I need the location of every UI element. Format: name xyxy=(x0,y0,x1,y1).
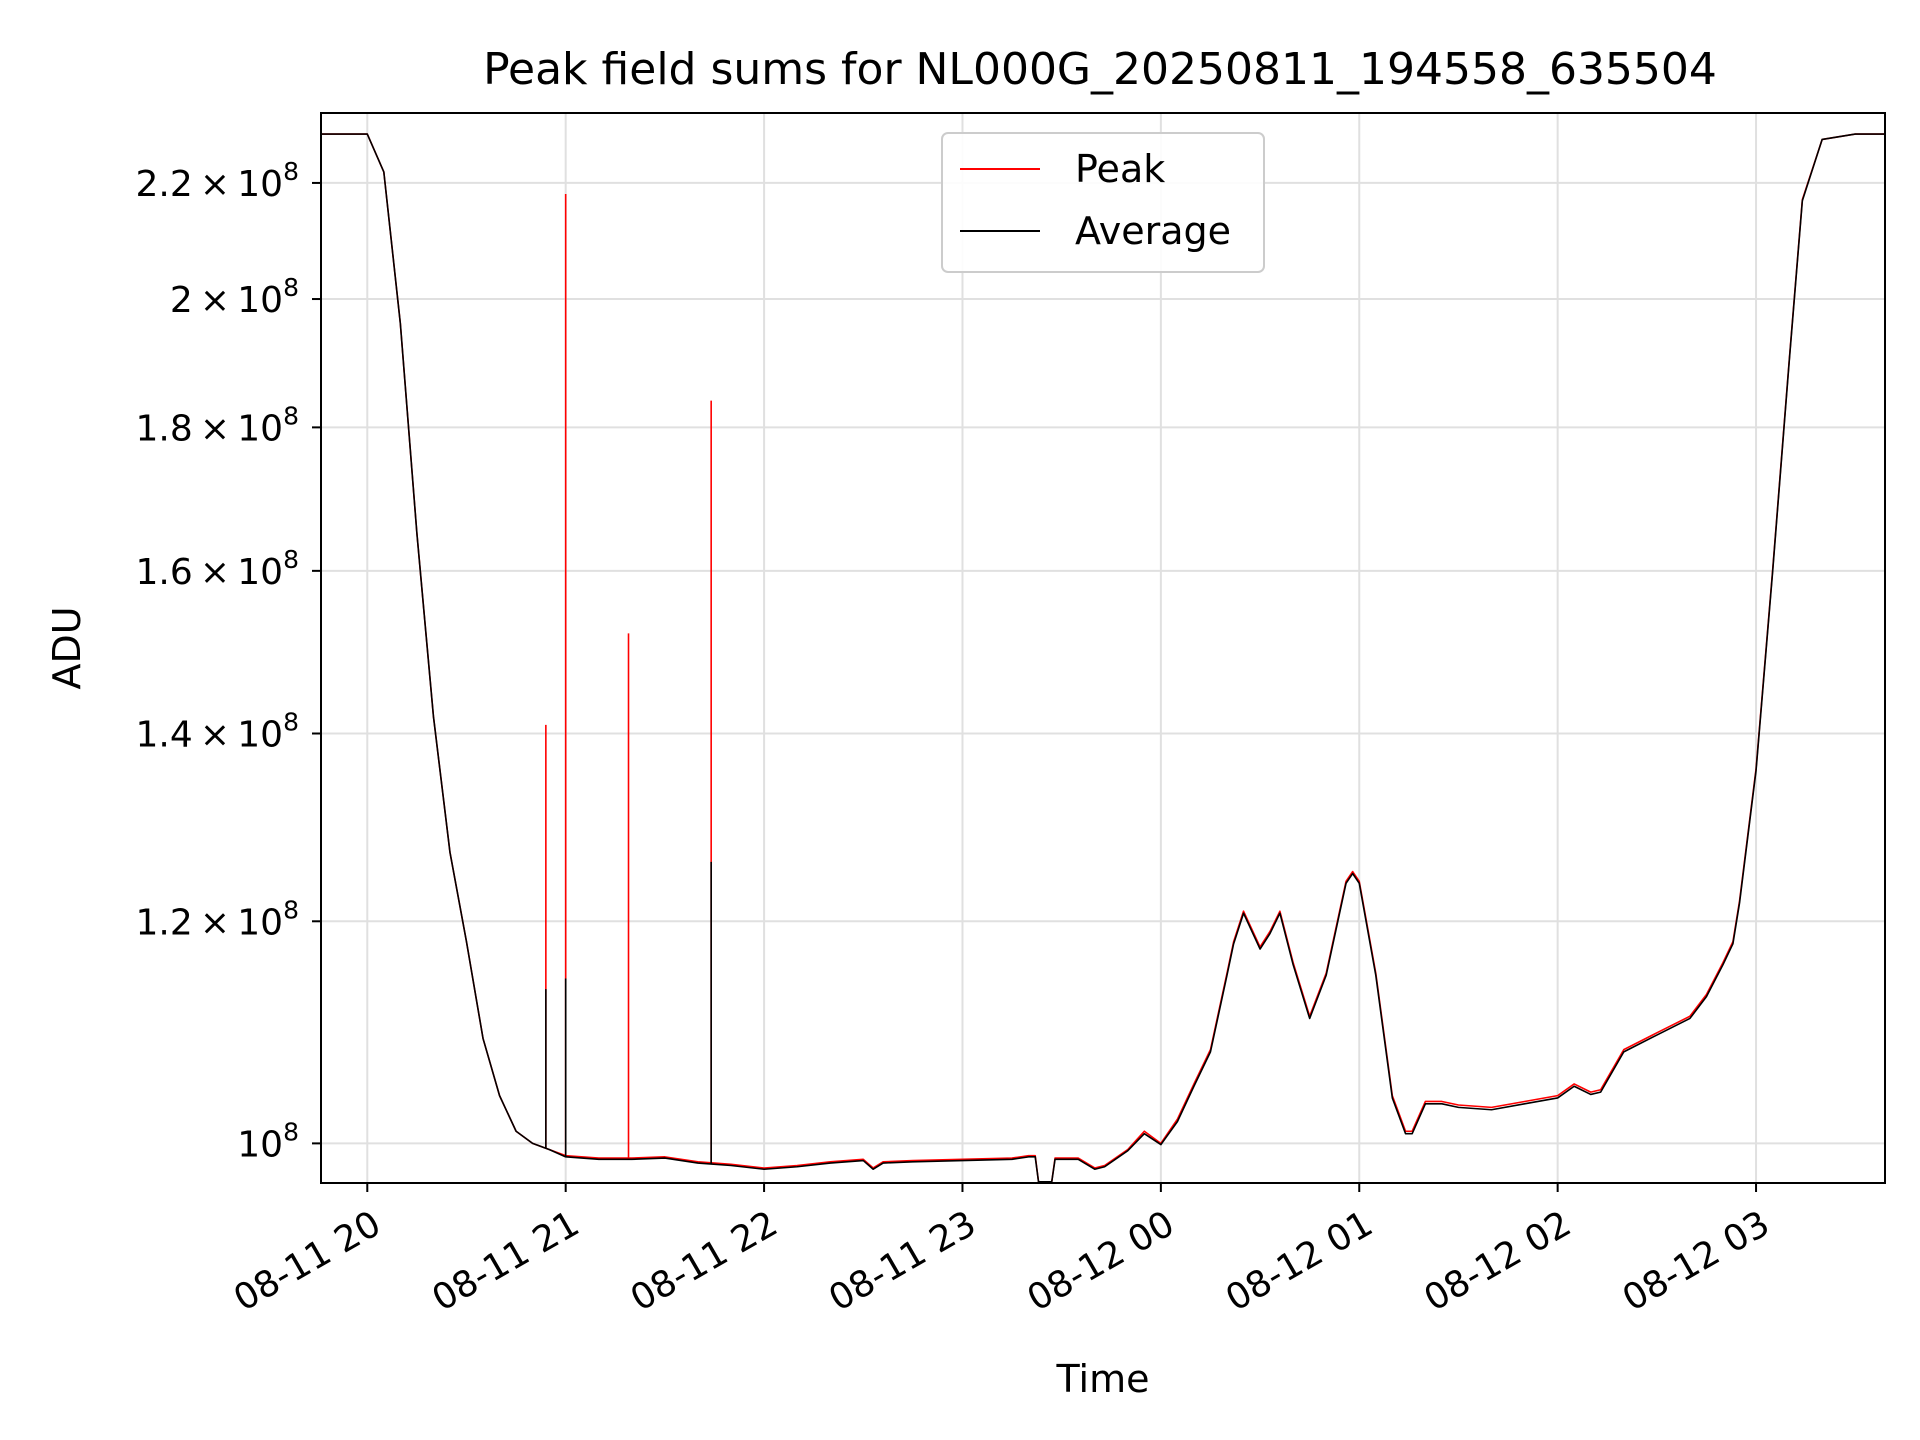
series-line-average xyxy=(321,133,1885,1183)
legend-box xyxy=(941,132,1265,273)
legend: Peak Average xyxy=(941,132,1265,273)
legend-label-peak: Peak xyxy=(1075,147,1165,191)
x-axis-label: Time xyxy=(1056,1357,1150,1401)
y-tick-label: 1.8 × 108 xyxy=(135,401,299,449)
chart-title: Peak field sums for NL000G_20250811_1945… xyxy=(483,44,1717,95)
y-tick-label: 2.2 × 108 xyxy=(135,157,299,205)
legend-label-average: Average xyxy=(1075,209,1231,253)
y-tick-label: 2 × 108 xyxy=(170,273,299,321)
axes-frame xyxy=(320,112,1886,1184)
y-tick-label: 1.4 × 108 xyxy=(135,708,299,756)
y-tick-label: 108 xyxy=(237,1117,299,1165)
y-tick-label: 1.2 × 108 xyxy=(135,895,299,943)
plot-area xyxy=(321,133,1885,1183)
y-axis-label: ADU xyxy=(45,606,89,689)
y-tick-label: 1.6 × 108 xyxy=(135,545,299,593)
